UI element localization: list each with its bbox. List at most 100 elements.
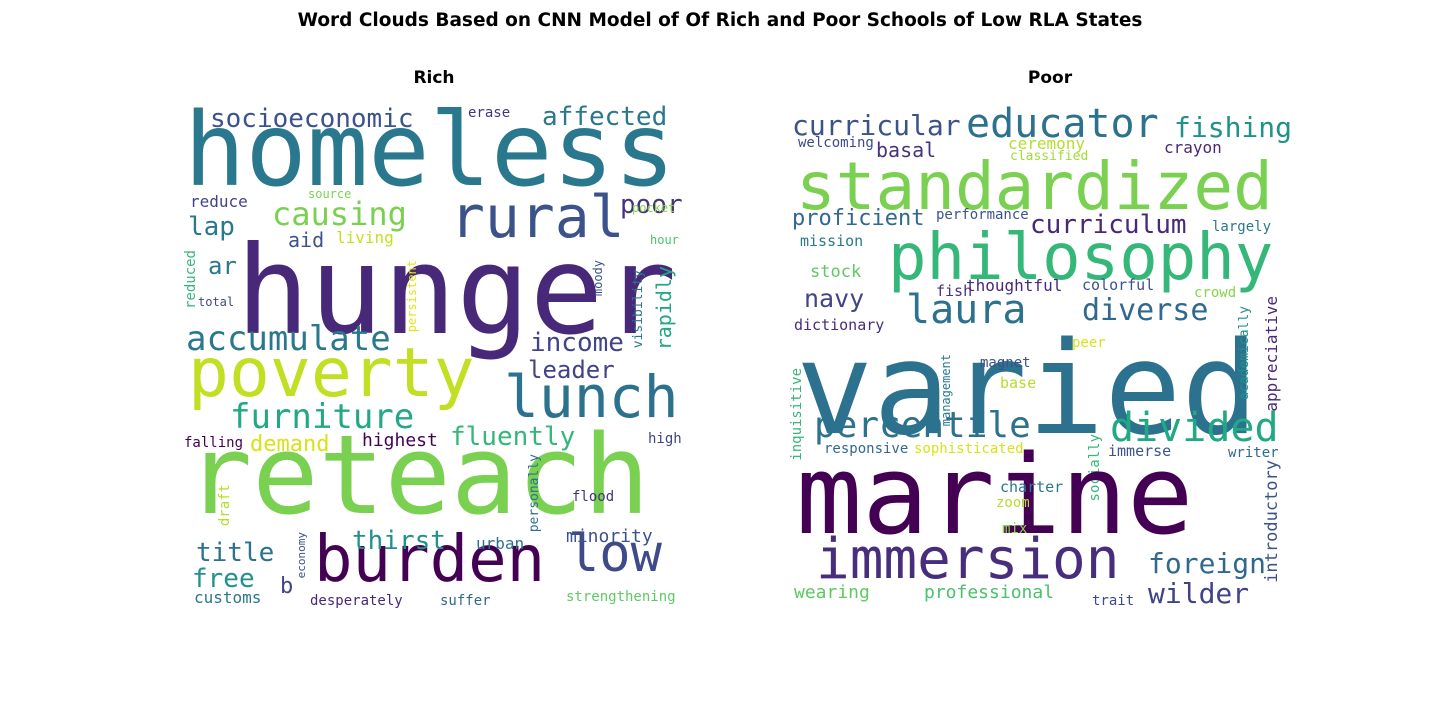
word-divided: divided [1110,405,1279,451]
word-aid: aid [288,228,325,252]
word-philosophy: philosophy [888,221,1274,295]
word-mission: mission [800,232,864,250]
word-crayon: crayon [1164,138,1222,157]
word-pocket: pocket [632,201,676,215]
word-b: b [280,574,294,599]
word-dictionary: dictionary [794,316,885,334]
word-urban: urban [476,534,525,553]
word-title: title [196,538,275,568]
word-reduce: reduce [190,192,248,211]
word-desperately: desperately [310,593,403,609]
word-varied: varied [796,315,1259,464]
word-socioeconomic: socioeconomic [210,104,414,134]
word-welcoming: welcoming [798,135,874,151]
word-laura: laura [906,287,1027,333]
word-moody: moody [591,260,605,297]
word-diverse: diverse [1082,293,1209,328]
word-percentile: percentile [814,405,1031,446]
word-foreign: foreign [1148,547,1267,580]
word-rapidly: rapidly [652,266,676,351]
word-ceremony: ceremony [1008,134,1086,153]
word-standardized: standardized [796,148,1273,225]
word-leader: leader [528,356,615,384]
word-charter: charter [1000,478,1064,496]
word-fishing: fishing [1174,111,1290,144]
word-zoom: zoom [996,495,1030,511]
word-academically: academically [1237,306,1252,400]
word-immersion: immersion [816,527,1120,592]
word-magnet: magnet [980,355,1031,371]
word-appreciative: appreciative [1262,296,1281,412]
word-trait: trait [1092,593,1135,609]
word-homeless: homeless [184,100,676,210]
word-mix: mix [1002,521,1028,537]
word-cloud-rich: homeless hunger reteach poverty rural lunch bu… [184,100,684,610]
word-thoughtful: thoughtful [966,276,1063,295]
word-peer: peer [1072,335,1106,351]
word-persistent: persistent [405,260,419,333]
word-minority: minority [566,526,653,547]
word-immerse: immerse [1108,442,1172,460]
word-fish: fish [936,282,973,300]
word-demand: demand [250,432,330,457]
word-introductory: introductory [1262,460,1282,583]
word-educator: educator [966,101,1159,147]
word-affected: affected [542,102,668,132]
word-sophisticated: sophisticated [914,441,1024,457]
word-writer: writer [1228,445,1279,461]
word-flood: flood [572,489,615,505]
word-colorful: colorful [1082,276,1155,294]
word-living: living [336,228,394,247]
word-hunger: hunger [236,220,677,362]
word-source: source [308,187,352,201]
word-furniture: furniture [230,397,415,437]
word-fluently: fluently [450,422,576,452]
word-marine: marine [796,431,1194,559]
word-falling: falling [184,435,244,451]
panel-title-poor: Poor [1027,68,1073,88]
word-poverty: poverty [188,334,475,413]
word-classified: classified [1010,149,1089,164]
word-strengthening: strengthening [566,589,676,605]
word-responsive: responsive [824,441,909,457]
word-reduced: reduced [184,250,199,310]
word-accumulate: accumulate [186,319,391,359]
word-high: high [648,431,682,447]
word-burden: burden [314,523,546,597]
word-proficient: proficient [792,206,925,231]
word-performance: performance [936,207,1029,223]
panel-title-rich: Rich [413,68,455,88]
word-visibility: visibility [631,270,646,349]
word-total: total [198,295,235,309]
word-thirst: thirst [352,526,446,556]
word-poor: poor [620,190,683,220]
word-reteach: reteach [186,411,650,539]
word-professional: professional [924,582,1055,603]
word-low: low [568,524,662,584]
word-causing: causing [272,195,407,233]
word-basal: basal [876,138,937,162]
word-income: income [530,328,624,358]
word-suffer: suffer [440,593,491,609]
word-crowd: crowd [1194,285,1237,301]
word-wilder: wilder [1148,577,1250,610]
figure-title: Word Clouds Based on CNN Model of Of Ric… [297,10,1143,31]
word-economy: economy [295,532,308,579]
word-customs: customs [194,588,262,607]
word-largely: largely [1212,219,1272,235]
word-erase: erase [468,105,511,121]
word-stock: stock [810,262,862,282]
word-curriculum: curriculum [1030,210,1187,240]
word-curricular: curricular [792,109,961,142]
word-free: free [192,564,255,594]
word-wearing: wearing [794,582,870,603]
word-navy: navy [804,284,865,313]
word-lap: lap [188,212,235,242]
word-lunch: lunch [504,363,679,431]
word-draft: draft [217,484,233,527]
word-cloud-poor: curricular educator fishing welcoming ceremo… [790,100,1290,610]
word-hour: hour [650,233,679,247]
word-base: base [1000,374,1037,392]
word-ar: ar [208,252,237,280]
word-rural: rural [450,183,625,251]
